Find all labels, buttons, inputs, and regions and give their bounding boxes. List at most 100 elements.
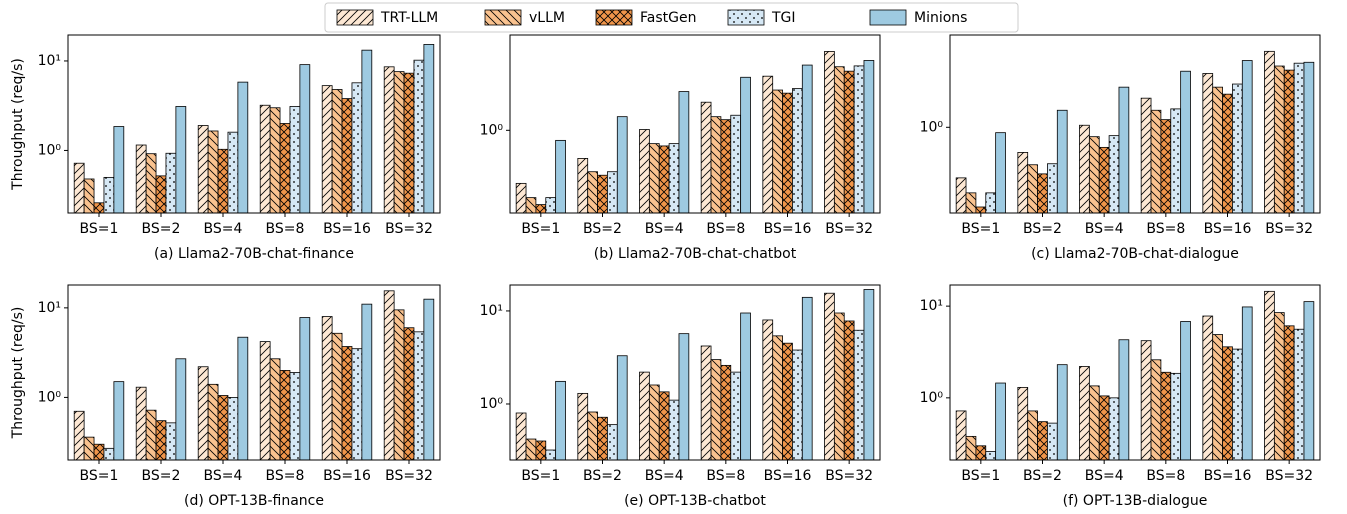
bar xyxy=(792,88,803,214)
bar xyxy=(965,435,977,461)
bar xyxy=(730,371,742,461)
bar xyxy=(299,317,311,461)
bar xyxy=(1232,83,1243,214)
x-tick-label: BS=8 xyxy=(1146,468,1185,484)
bar xyxy=(113,381,125,461)
bar xyxy=(259,104,271,214)
bar xyxy=(1303,61,1315,214)
x-tick-label: BS=1 xyxy=(521,468,560,484)
y-tick-label: 10¹ xyxy=(920,298,943,314)
bar xyxy=(279,123,291,214)
bar xyxy=(321,85,333,214)
bar xyxy=(1056,364,1068,461)
x-tick-label: BS=8 xyxy=(266,221,305,237)
subplot-title: (f) OPT-13B-dialogue xyxy=(1063,493,1208,509)
bar xyxy=(259,341,271,461)
x-tick-label: BS=4 xyxy=(645,468,684,484)
bar xyxy=(853,329,865,461)
bar xyxy=(1264,50,1275,214)
bar xyxy=(648,143,660,214)
legend-swatch xyxy=(727,9,765,26)
bar xyxy=(383,290,395,461)
legend-label: vLLM xyxy=(529,10,565,26)
bar xyxy=(824,51,835,214)
bar xyxy=(93,202,105,214)
axes-frame xyxy=(509,34,881,214)
bar xyxy=(331,332,343,461)
bar xyxy=(792,349,803,461)
x-tick-label: BS=16 xyxy=(764,221,812,237)
bar xyxy=(145,153,157,214)
x-tick-label: BS=16 xyxy=(323,221,371,237)
x-tick-label: BS=32 xyxy=(825,221,873,237)
y-tick-label: 10⁰ xyxy=(38,389,62,405)
bar xyxy=(165,422,177,461)
subplot-title: (a) Llama2-70B-chat-finance xyxy=(154,246,354,262)
bar xyxy=(658,391,670,461)
x-tick-label: BS=2 xyxy=(142,468,181,484)
bar xyxy=(217,148,229,214)
bar xyxy=(413,331,425,461)
bar xyxy=(995,382,1006,461)
bar xyxy=(73,162,85,214)
bar xyxy=(1241,60,1253,214)
y-tick-label: 10¹ xyxy=(38,53,61,69)
bar xyxy=(1098,395,1110,461)
bar xyxy=(801,64,813,214)
bar xyxy=(1118,86,1130,214)
bar xyxy=(1150,109,1162,214)
bar xyxy=(103,447,115,461)
bar xyxy=(515,182,527,214)
bar xyxy=(341,346,353,461)
bar xyxy=(710,116,722,214)
bar xyxy=(730,114,742,214)
x-tick-label: BS=32 xyxy=(385,221,433,237)
x-tick-label: BS=4 xyxy=(1085,221,1124,237)
bar xyxy=(1293,62,1305,214)
bar xyxy=(720,364,732,461)
bar xyxy=(515,412,527,461)
x-tick-label: BS=32 xyxy=(825,468,873,484)
bar xyxy=(1079,124,1090,214)
bar xyxy=(331,89,343,214)
bar xyxy=(616,116,628,214)
bar xyxy=(863,289,875,461)
bar xyxy=(555,380,566,461)
bar xyxy=(165,152,177,214)
bar xyxy=(782,92,793,214)
axes-frame xyxy=(509,284,881,461)
axes-frame xyxy=(949,284,1321,461)
bar xyxy=(577,392,589,461)
x-tick-label: BS=4 xyxy=(204,468,243,484)
bar xyxy=(1037,173,1048,214)
x-tick-label: BS=8 xyxy=(706,468,745,484)
bar xyxy=(833,312,845,461)
bar xyxy=(700,101,712,214)
bar xyxy=(73,410,85,461)
bar xyxy=(720,119,732,214)
bar xyxy=(1303,301,1315,461)
bar xyxy=(351,82,363,214)
bar xyxy=(83,178,95,214)
bar xyxy=(1140,97,1152,214)
bar xyxy=(740,76,751,214)
bar xyxy=(361,303,373,461)
x-tick-label: BS=32 xyxy=(1265,221,1313,237)
bar xyxy=(545,449,557,461)
legend-label: TGI xyxy=(771,10,796,26)
y-tick-label: 10⁰ xyxy=(920,119,944,135)
bar xyxy=(207,383,219,461)
x-tick-label: BS=4 xyxy=(645,221,684,237)
bar xyxy=(710,359,722,461)
bar xyxy=(648,384,660,461)
bar xyxy=(740,312,751,461)
bar xyxy=(227,397,239,461)
bar xyxy=(1088,385,1100,461)
subplot-title: (d) OPT-13B-finance xyxy=(184,493,324,509)
bar xyxy=(1180,70,1191,214)
bar xyxy=(175,106,187,214)
x-tick-label: BS=16 xyxy=(1204,221,1252,237)
bar xyxy=(1212,334,1223,461)
bar xyxy=(1047,422,1058,461)
x-tick-label: BS=2 xyxy=(1023,221,1062,237)
